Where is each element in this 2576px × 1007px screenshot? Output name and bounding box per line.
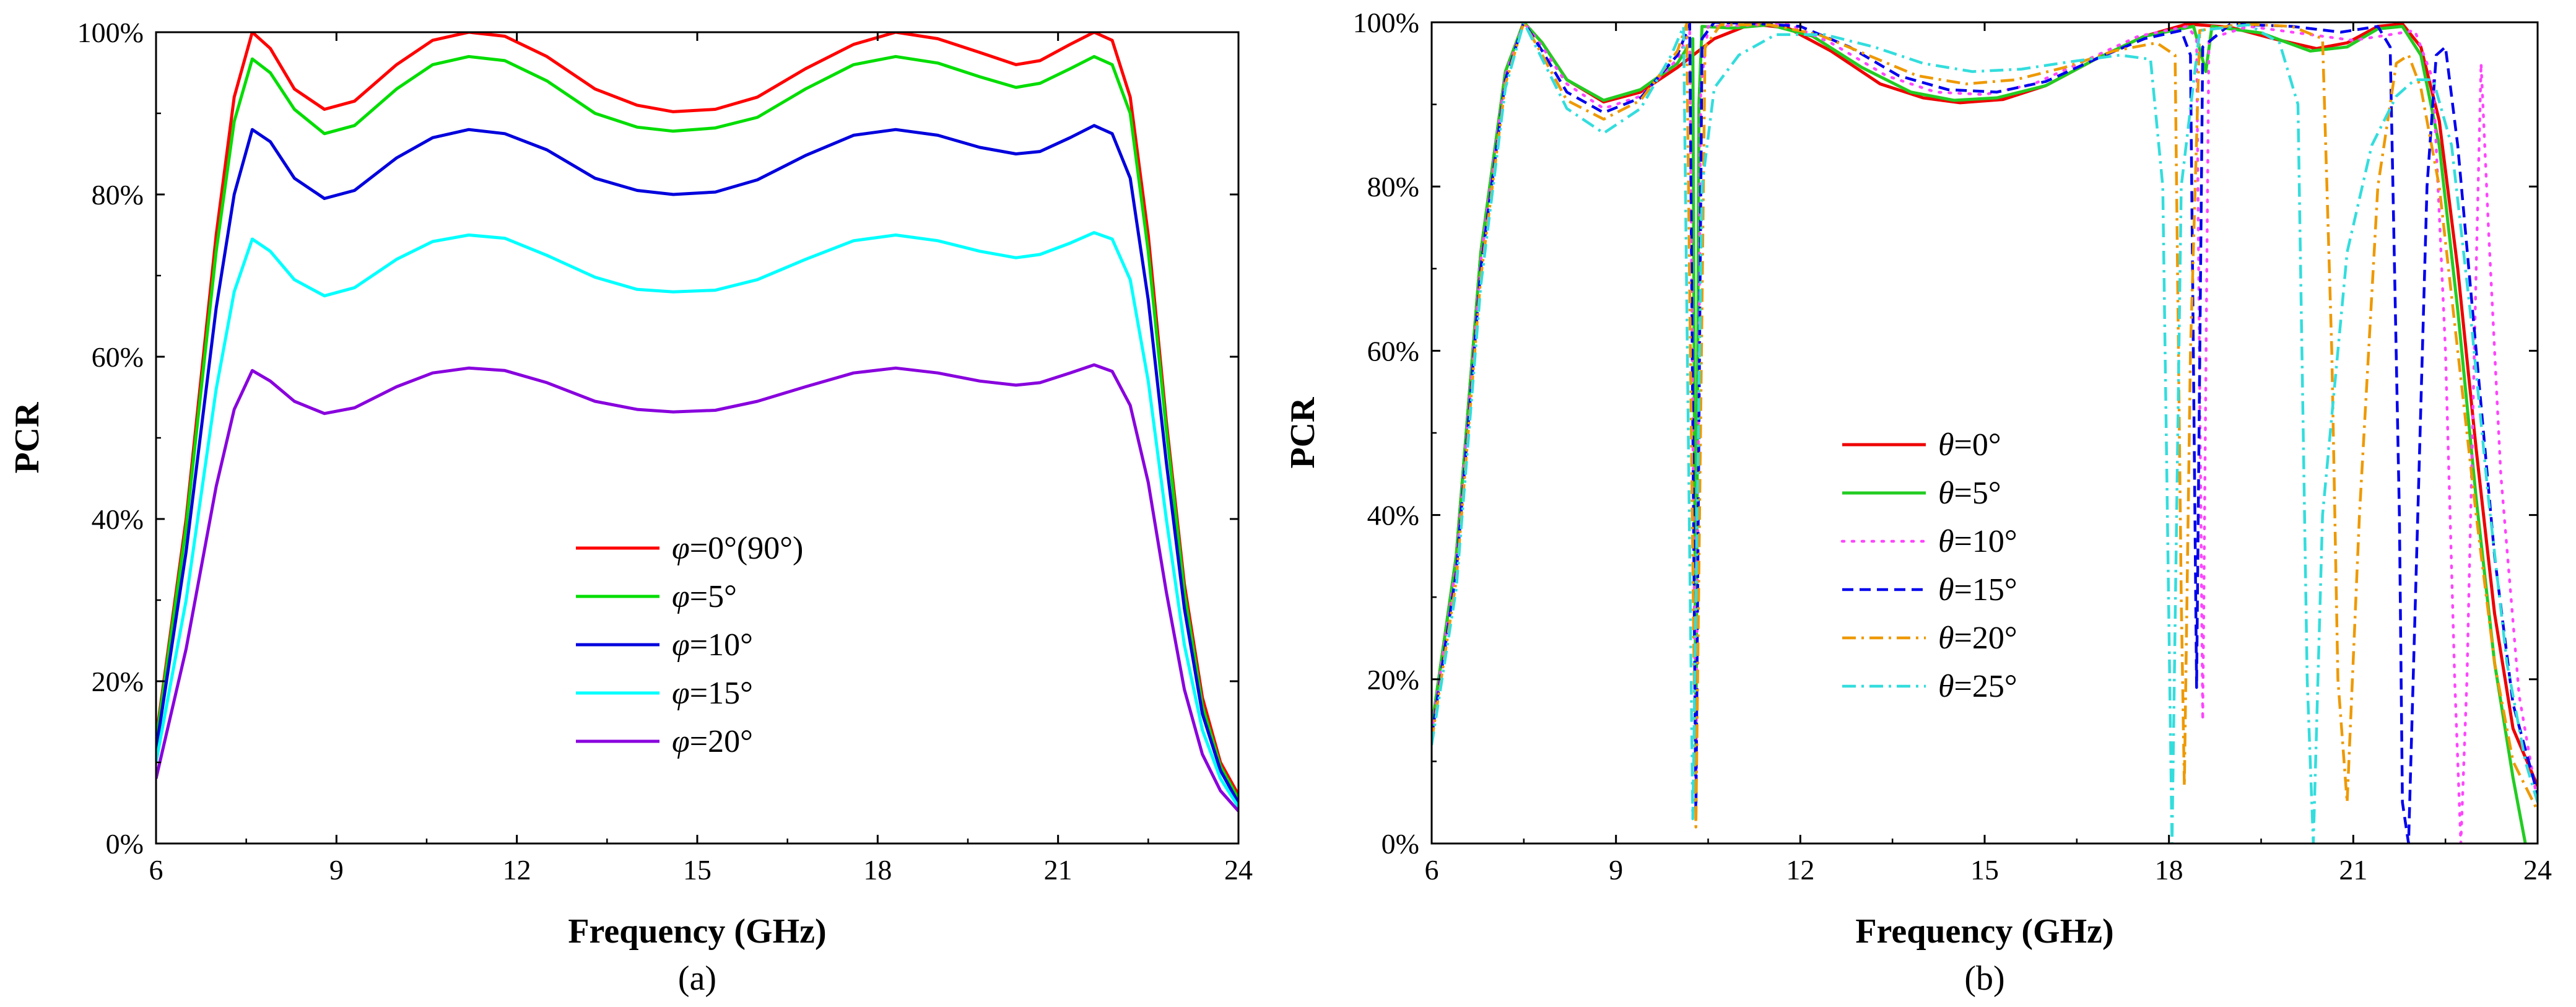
- y-tick-label: 0%: [106, 828, 144, 860]
- legend-label: θ=15°: [1938, 572, 2017, 608]
- series-line-b-5: [1432, 22, 2538, 844]
- x-tick-label: 12: [1786, 854, 1814, 886]
- series-line-a-1: [156, 54, 1238, 800]
- y-tick-label: 0%: [1382, 828, 1419, 860]
- x-tick-label: 6: [149, 854, 163, 886]
- x-tick-label: 21: [1044, 854, 1073, 886]
- x-tick-label: 15: [1970, 854, 1999, 886]
- legend-label: θ=0°: [1938, 427, 2001, 463]
- chart-b: 6 9 12 15 18 21 24 0% 20% 40% 60% 80% 100% Frequency …: [1284, 7, 2552, 998]
- legend-label: θ=5°: [1938, 476, 2001, 511]
- series-line-a-0: [156, 32, 1238, 796]
- series-line-a-2: [156, 124, 1238, 804]
- x-tick-label: 6: [1425, 854, 1439, 886]
- x-axis-title: Frequency (GHz): [1855, 912, 2113, 951]
- x-tick-label: 18: [863, 854, 892, 886]
- legend: φ=0°(90°) φ=5° φ=10° φ=15° φ=20°: [576, 531, 803, 759]
- x-tick-label: 18: [2155, 854, 2183, 886]
- legend-label: θ=10°: [1938, 524, 2017, 559]
- legend-label: θ=25°: [1938, 669, 2017, 704]
- x-tick-label: 24: [2523, 854, 2552, 886]
- legend-label: θ=20°: [1938, 621, 2017, 656]
- legend-label: φ=5°: [672, 579, 737, 614]
- y-tick-label: 40%: [92, 504, 144, 535]
- legend-label: φ=10°: [672, 627, 753, 663]
- y-tick-label: 80%: [92, 179, 144, 211]
- y-tick-label: 60%: [1367, 335, 1419, 367]
- y-axis-title: PCR: [1284, 397, 1322, 469]
- y-tick-label: 60%: [92, 341, 144, 373]
- y-tick-label: 80%: [1367, 171, 1419, 203]
- x-tick-label: 15: [683, 854, 711, 886]
- panel-label: (b): [1964, 959, 2004, 998]
- series-group: [1432, 22, 2538, 844]
- y-tick-label: 20%: [1367, 664, 1419, 695]
- panel-label: (a): [678, 959, 716, 998]
- x-tick-label: 12: [503, 854, 531, 886]
- x-tick-label: 9: [329, 854, 344, 886]
- series-line-b-3: [1432, 22, 2538, 844]
- y-tick-label: 100%: [77, 17, 144, 48]
- y-tick-label: 20%: [92, 666, 144, 697]
- chart-a: 6 9 12 15 18 21 24 0% 20% 40% 60% 80% 100% Frequency …: [8, 17, 1253, 998]
- legend: θ=0° θ=5° θ=10° θ=15° θ=20° θ=25°: [1840, 427, 2017, 704]
- y-tick-label: 40%: [1367, 500, 1419, 531]
- x-tick-label: 21: [2339, 854, 2367, 886]
- series-line-b-1: [1432, 22, 2527, 844]
- legend-label: φ=15°: [672, 676, 753, 711]
- x-tick-label: 9: [1609, 854, 1623, 886]
- y-tick-label: 100%: [1353, 7, 1419, 38]
- x-tick-label: 24: [1224, 854, 1253, 886]
- y-axis-title: PCR: [8, 402, 46, 474]
- x-axis-title: Frequency (GHz): [568, 912, 826, 951]
- legend-label: φ=20°: [672, 724, 753, 759]
- series-group: [156, 32, 1238, 813]
- series-line-a-4: [156, 363, 1238, 813]
- legend-label: φ=0°(90°): [672, 531, 803, 566]
- series-line-a-3: [156, 231, 1238, 808]
